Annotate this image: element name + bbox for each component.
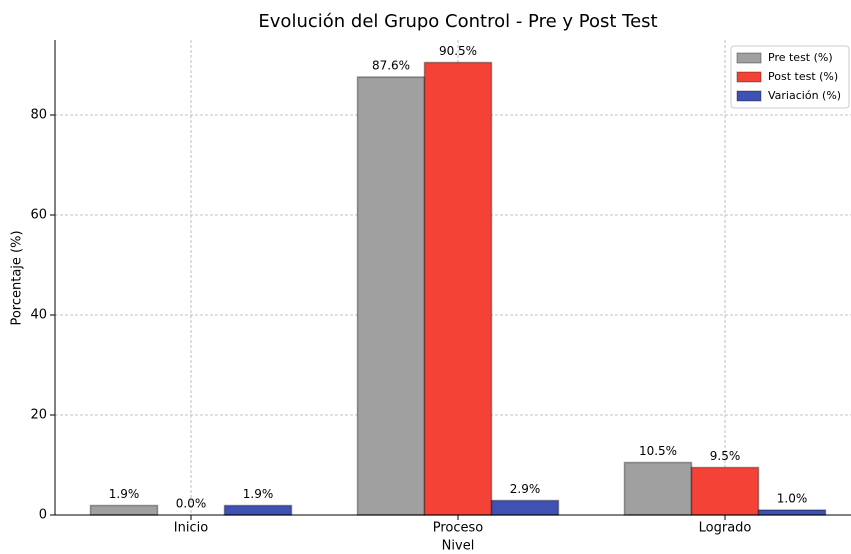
y-tick-label: 80	[30, 108, 47, 123]
value-label: 1.9%	[243, 487, 274, 501]
chart-title: Evolución del Grupo Control - Pre y Post…	[258, 11, 657, 32]
x-tick-label: Proceso	[433, 521, 484, 536]
x-axis-label: Nivel	[442, 539, 475, 554]
value-label: 90.5%	[439, 44, 477, 58]
y-tick-label: 0	[39, 508, 47, 523]
value-label: 9.5%	[710, 449, 741, 463]
value-label: 2.9%	[510, 482, 541, 496]
bar	[423, 61, 493, 516]
x-tick-label: Logrado	[699, 521, 752, 536]
value-label: 87.6%	[372, 59, 410, 73]
bar	[223, 504, 293, 516]
y-tick-label: 60	[30, 208, 47, 223]
bar	[757, 509, 827, 516]
legend-swatch	[736, 71, 762, 83]
bar	[490, 499, 560, 516]
bar	[690, 466, 760, 516]
y-tick-label: 20	[30, 408, 47, 423]
value-label: 10.5%	[639, 444, 677, 458]
bar	[89, 504, 159, 516]
legend-label: Variación (%)	[768, 89, 841, 102]
legend-label: Pre test (%)	[768, 51, 833, 64]
value-label: 1.0%	[777, 492, 808, 506]
legend-label: Post test (%)	[768, 70, 838, 83]
value-label: 0.0%	[176, 497, 207, 511]
bar	[356, 76, 426, 516]
bar	[623, 461, 693, 516]
legend-swatch	[736, 90, 762, 102]
y-tick-label: 40	[30, 308, 47, 323]
legend-swatch	[736, 52, 762, 64]
y-axis-label: Porcentaje (%)	[10, 230, 25, 325]
value-label: 1.9%	[109, 487, 140, 501]
x-tick-label: Inicio	[174, 521, 208, 536]
